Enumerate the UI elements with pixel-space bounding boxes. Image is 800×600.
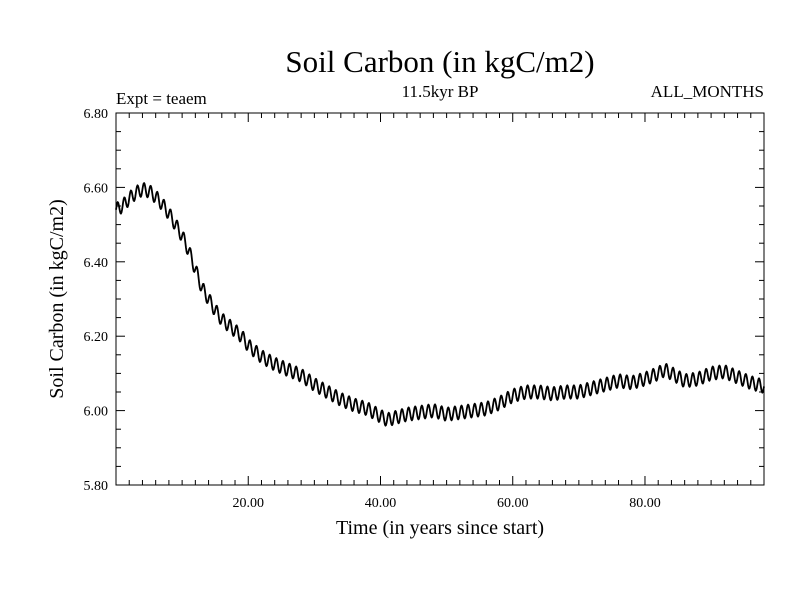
period-label: ALL_MONTHS (651, 82, 764, 101)
x-axis-tick-labels: 20.00 40.00 60.00 80.00 (232, 496, 660, 511)
x-tick-label: 80.00 (629, 496, 661, 511)
y-tick-label: 6.00 (84, 405, 109, 420)
chart-title: Soil Carbon (in kgC/m2) (285, 44, 594, 79)
y-tick-label: 6.20 (84, 330, 109, 345)
y-axis-label: Soil Carbon (in kgC/m2) (46, 199, 68, 398)
y-tick-label: 6.60 (84, 181, 109, 196)
experiment-label: Expt = teaem (116, 89, 207, 108)
chart-subtitle: 11.5kyr BP (402, 82, 479, 101)
y-tick-label: 6.40 (84, 256, 109, 271)
x-axis-ticks (128, 113, 752, 485)
y-tick-label: 5.80 (84, 479, 109, 494)
x-axis-label: Time (in years since start) (336, 517, 544, 539)
x-tick-label: 20.00 (232, 496, 264, 511)
y-axis-tick-labels: 5.80 6.00 6.20 6.40 6.60 6.80 (84, 107, 109, 494)
y-tick-label: 6.80 (84, 107, 109, 122)
x-tick-label: 60.00 (497, 496, 529, 511)
plot-frame (115, 112, 765, 486)
x-tick-label: 40.00 (365, 496, 397, 511)
series-line-soil-carbon (115, 182, 765, 427)
